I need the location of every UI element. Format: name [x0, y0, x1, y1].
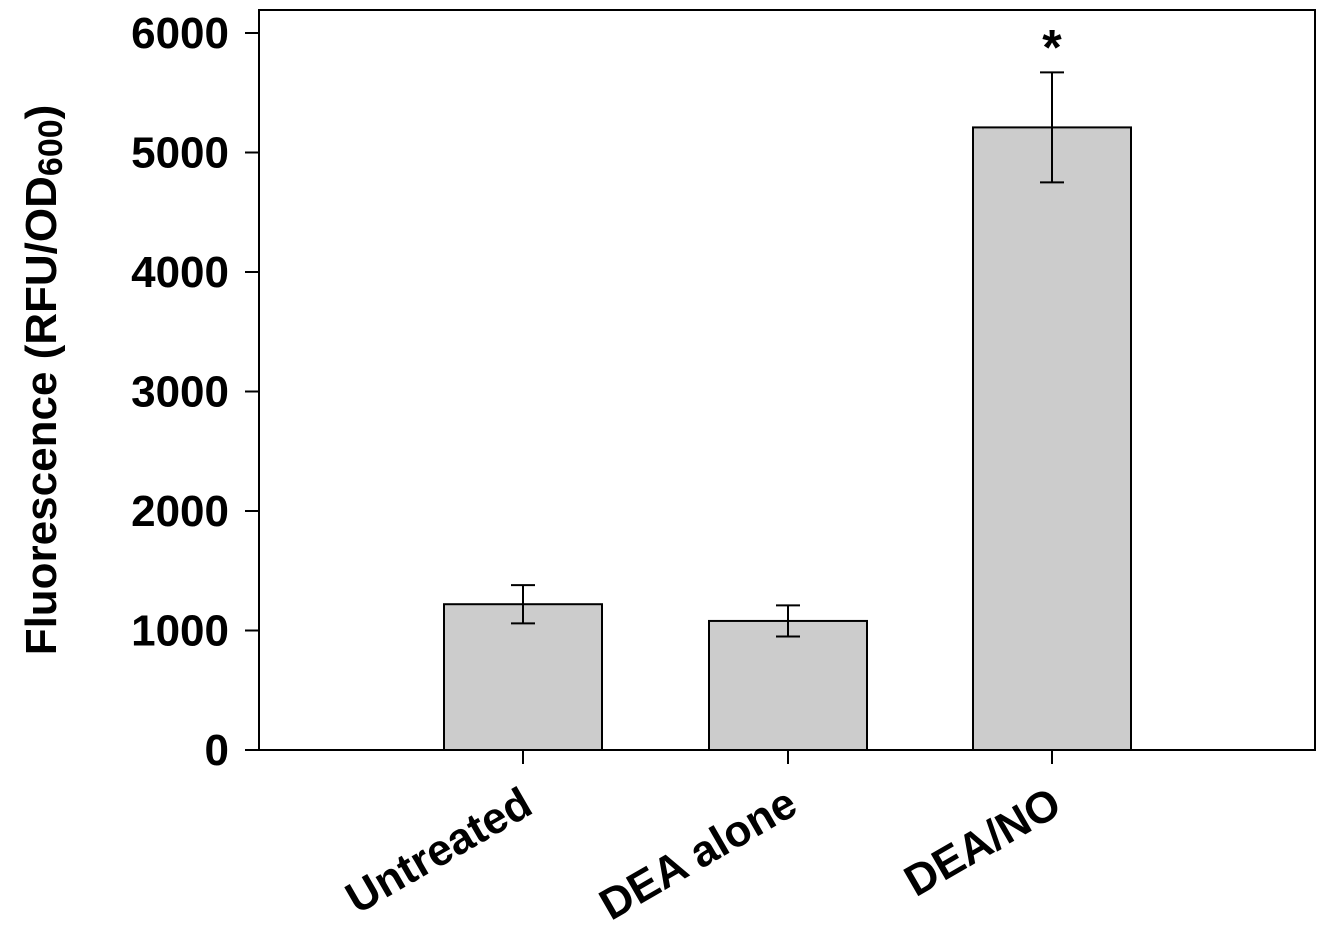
y-tick-label: 5000: [131, 129, 229, 178]
significance-marker: *: [1042, 19, 1062, 75]
x-category-label: DEA/NO: [896, 778, 1069, 906]
y-axis-title-main: Fluorescence (RFU/OD: [17, 176, 66, 655]
y-axis-title-close: ): [17, 105, 66, 120]
y-tick-label: 1000: [131, 607, 229, 656]
bar: [708, 619, 868, 751]
y-tick-label: 4000: [131, 248, 229, 297]
y-tick-label: 3000: [131, 368, 229, 417]
y-axis-title-subscript: 600: [32, 119, 70, 176]
y-tick-label: 0: [205, 726, 229, 775]
bar: [972, 126, 1132, 751]
x-category-label: Untreated: [338, 778, 540, 923]
y-tick-label: 2000: [131, 487, 229, 536]
bar: [443, 603, 603, 752]
x-category-label: DEA alone: [591, 778, 805, 930]
y-tick-label: 6000: [131, 9, 229, 58]
y-axis-title: Fluorescence (RFU/OD600): [17, 105, 70, 656]
